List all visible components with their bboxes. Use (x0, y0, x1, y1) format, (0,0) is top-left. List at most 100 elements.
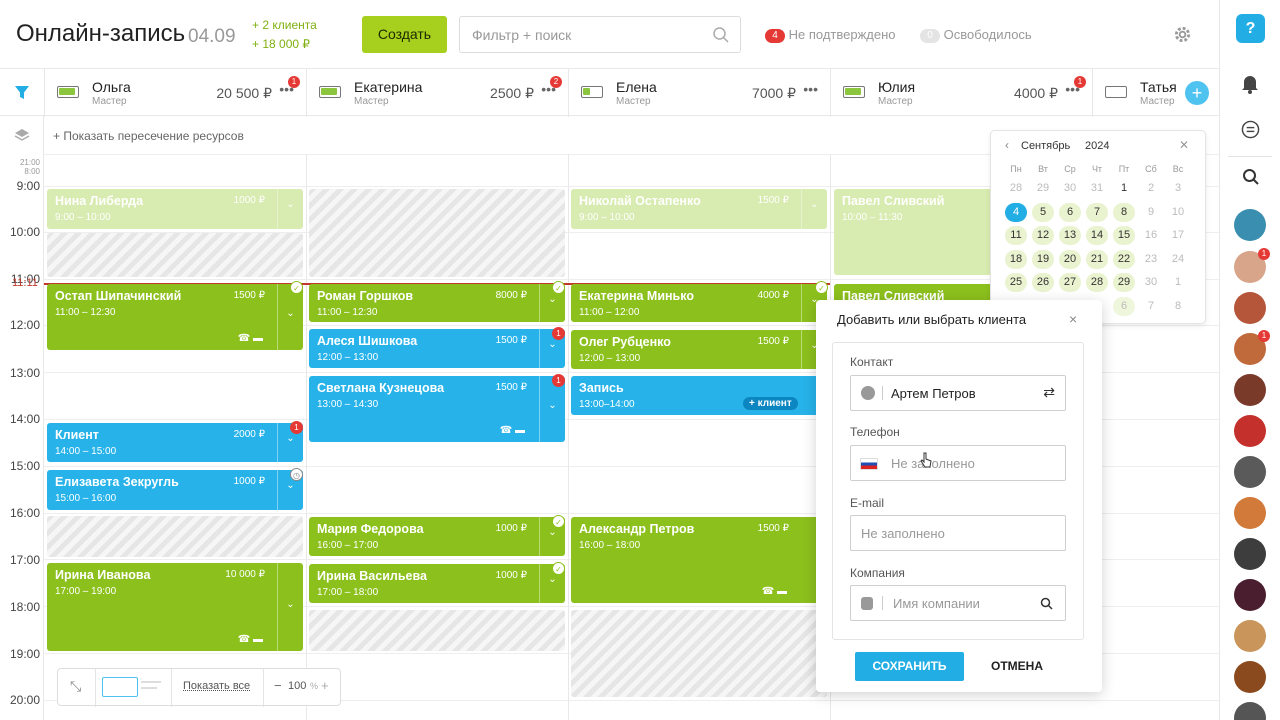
appointment-card[interactable]: Остап Шипачинский 11:00 – 12:30 1500 ₽ ☎… (47, 284, 303, 350)
calendar-day[interactable]: 25 (1005, 273, 1027, 292)
calendar-day[interactable]: 8 (1174, 299, 1182, 312)
minimap-icon[interactable] (102, 677, 138, 697)
chevron-down-icon[interactable]: ⌄ (277, 470, 303, 510)
avatar[interactable] (1234, 620, 1266, 652)
collapse-icon[interactable]: ✕ (1179, 138, 1190, 152)
swap-icon[interactable]: ⇄ (1043, 384, 1055, 400)
calendar-day[interactable]: 6 (1059, 202, 1081, 222)
show-resources-link[interactable]: + Показать пересечение ресурсов (53, 129, 244, 143)
calendar-day[interactable]: 20 (1059, 249, 1081, 269)
appointment-card[interactable]: Олег Рубценко 12:00 – 13:00 1500 ₽ ⌄ (571, 330, 827, 369)
appointment-card[interactable]: Клиент 14:00 – 15:00 2000 ₽ ⌄ (47, 423, 303, 462)
chevron-down-icon[interactable]: ⌄ (277, 563, 303, 651)
calendar-day[interactable]: 19 (1032, 249, 1054, 269)
avatar[interactable] (1234, 538, 1266, 570)
chevron-down-icon[interactable]: ⌄ (277, 189, 303, 229)
calendar-day[interactable]: 11 (1005, 226, 1027, 245)
help-icon[interactable]: ? (1236, 14, 1265, 43)
appointment-card[interactable]: Павел Сливский 10:00 – 11:30 (834, 189, 1004, 275)
avatar[interactable] (1234, 702, 1266, 720)
calendar-day[interactable]: 14 (1086, 226, 1108, 245)
calendar-day[interactable]: 13 (1059, 226, 1081, 245)
calendar-day[interactable]: 18 (1005, 249, 1027, 269)
calendar-day[interactable]: 10 (1171, 205, 1185, 218)
company-field[interactable]: Имя компании (850, 585, 1066, 621)
avatar[interactable] (1234, 579, 1266, 611)
appointment-card[interactable]: Елизавета Зекругль 15:00 – 16:00 1000 ₽ … (47, 470, 303, 510)
avatar[interactable]: 1 (1234, 248, 1270, 283)
chevron-down-icon[interactable]: ⌄ (539, 284, 565, 322)
more-icon[interactable]: ••• (803, 81, 818, 97)
chevron-down-icon[interactable]: ⌄ (539, 564, 565, 603)
appointment-card[interactable]: Алеся Шишкова 12:00 – 13:00 1500 ₽ ⌄ (309, 329, 565, 368)
calendar-day[interactable]: 15 (1113, 226, 1135, 245)
calendar-day[interactable]: 1 (1174, 276, 1182, 288)
avatar[interactable]: 1 (1234, 330, 1270, 365)
calendar-day[interactable]: 23 (1144, 252, 1158, 265)
calendar-day[interactable]: 5 (1032, 202, 1054, 222)
filter-icon[interactable] (14, 85, 30, 100)
calendar-day[interactable]: 3 (1174, 182, 1182, 194)
appointment-card[interactable]: Нина Либерда 9:00 – 10:00 1000 ₽ ⌄ (47, 189, 303, 229)
calendar-day[interactable]: 26 (1032, 273, 1054, 292)
search-input[interactable]: Фильтр + поиск (459, 16, 741, 53)
cancel-button[interactable]: ОТМЕНА (991, 659, 1043, 673)
create-button[interactable]: Создать (362, 16, 447, 53)
calendar-day[interactable]: 29 (1036, 182, 1050, 194)
calendar-month[interactable]: Сентябрь (1021, 140, 1071, 152)
gear-icon[interactable] (1173, 25, 1192, 44)
close-icon[interactable]: × (1069, 311, 1078, 327)
flag-ru-icon[interactable] (860, 458, 878, 470)
chevron-down-icon[interactable]: ⌄ (277, 284, 303, 350)
appointment-card[interactable]: Запись 13:00–14:00 + клиент (571, 376, 827, 415)
unconfirmed-filter[interactable]: 4 Не подтверждено (765, 27, 896, 43)
layers-icon[interactable] (14, 128, 30, 142)
avatar[interactable] (1234, 456, 1266, 488)
staff-column-olga[interactable]: Ольга Мастер 20 500 ₽ ••• 1 (44, 69, 306, 117)
staff-column-yulia[interactable]: Юлия Мастер 4000 ₽ ••• 1 (830, 69, 1092, 117)
zoom-out-button[interactable]: − (274, 678, 282, 693)
chevron-down-icon[interactable]: ⌄ (277, 423, 303, 462)
calendar-day[interactable]: 4 (1005, 202, 1027, 222)
current-date[interactable]: 04.09 (188, 26, 236, 47)
search-icon[interactable] (1040, 597, 1053, 610)
calendar-day[interactable]: 9 (1147, 205, 1155, 218)
avatar[interactable] (1234, 661, 1266, 693)
chevron-down-icon[interactable]: ⌄ (801, 189, 827, 229)
calendar-day[interactable]: 27 (1059, 273, 1081, 292)
email-field[interactable]: Не заполнено (850, 515, 1066, 551)
appointment-card[interactable]: Ирина Иванова 17:00 – 19:00 10 000 ₽ ☎ ▬… (47, 563, 303, 651)
calendar-day[interactable]: 1 (1120, 182, 1128, 194)
calendar-day[interactable]: 7 (1086, 202, 1108, 222)
appointment-card[interactable]: Екатерина Минько 11:00 – 12:00 4000 ₽ ⌄ (571, 284, 827, 322)
avatar[interactable] (1234, 292, 1266, 324)
zoom-in-button[interactable]: + (321, 678, 329, 693)
calendar-day[interactable]: 12 (1032, 226, 1054, 245)
appointment-card[interactable]: Николай Остапенко 9:00 – 10:00 1500 ₽ ⌄ (571, 189, 827, 229)
calendar-day[interactable]: 7 (1147, 299, 1155, 312)
calendar-day[interactable]: 30 (1063, 182, 1077, 194)
chevron-down-icon[interactable]: ⌄ (539, 517, 565, 556)
calendar-year[interactable]: 2024 (1085, 140, 1110, 152)
list-icon[interactable] (1241, 120, 1260, 139)
calendar-day[interactable]: 28 (1086, 273, 1108, 292)
chevron-down-icon[interactable]: ⌄ (801, 284, 827, 322)
contact-field[interactable]: Артем Петров ⇄ (850, 375, 1066, 411)
calendar-day[interactable]: 31 (1090, 182, 1104, 194)
freed-filter[interactable]: 0 Освободилось (920, 27, 1032, 43)
appointment-card[interactable]: Александр Петров 16:00 – 18:00 1500 ₽ ☎ … (571, 517, 827, 603)
appointment-card[interactable]: Светлана Кузнецова 13:00 – 14:30 1500 ₽ … (309, 376, 565, 442)
zoom-value[interactable]: 100 (288, 680, 307, 692)
calendar-day[interactable]: 22 (1113, 249, 1135, 269)
calendar-day[interactable]: 29 (1113, 273, 1135, 292)
add-client-chip[interactable]: + клиент (743, 397, 798, 410)
calendar-day[interactable]: 17 (1171, 229, 1185, 241)
calendar-day[interactable]: 30 (1144, 276, 1158, 288)
search-icon[interactable] (1242, 168, 1260, 186)
staff-column-tatyana[interactable]: Татья Мастер (1092, 69, 1182, 117)
calendar-day[interactable]: 21 (1086, 249, 1108, 269)
calendar-day[interactable]: 2 (1147, 182, 1155, 194)
avatar[interactable] (1234, 209, 1266, 241)
chevron-down-icon[interactable]: ⌄ (801, 330, 827, 369)
collapse-icon[interactable]: ⤡ (70, 678, 82, 694)
